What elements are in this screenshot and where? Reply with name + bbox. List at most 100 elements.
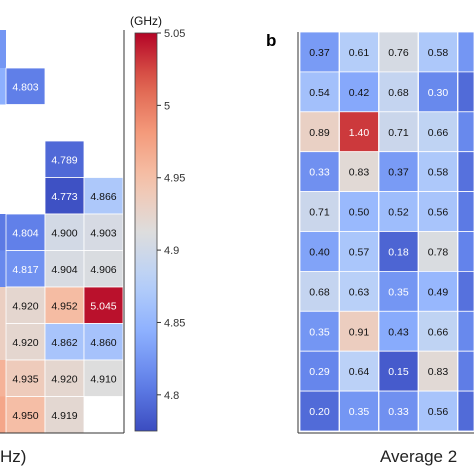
heatmap-a-cell-label: 4.920 [51,373,77,385]
heatmap-b-edge-cell [457,231,474,272]
heatmap-a-cell [5,396,46,434]
heatmap-b-cell [299,350,340,392]
heatmap-b-cell [378,111,419,153]
heatmap-a-sliver-cell [0,30,6,68]
heatmap-b-cell [339,71,379,113]
heatmap-a-cell-label: 4.803 [12,81,38,93]
heatmap-b-cell [418,270,458,312]
heatmap-b-cell [339,231,379,272]
heatmap-b-cell [418,390,458,432]
heatmap-b-edge-cell [457,71,474,113]
heatmap-b-cell-label: 0.57 [349,246,370,258]
heatmap-a-sliver-cell [0,287,6,324]
heatmap-a-sliver-cell [0,68,6,105]
colorbar-gradient [134,32,158,432]
heatmap-b-cell-label: 1.40 [349,127,370,139]
heatmap-b-edge-cell [457,390,474,432]
heatmap-b-cell-label: 0.66 [428,326,449,338]
heatmap-a-cell-label: 4.900 [51,227,77,239]
heatmap-b-cell-label: 0.78 [428,246,449,258]
heatmap-a-cell [44,140,85,178]
colorbar-tick-label: 4.85 [164,317,185,329]
panel-b-xlabel: Average 2 [380,447,457,466]
heatmap-a-cell-label: 4.817 [12,264,38,276]
heatmap-a-cell [83,323,124,361]
heatmap-a-cell-label: 4.919 [51,410,77,422]
heatmap-b-cell-label: 0.83 [428,366,449,378]
heatmap-b-cell [299,151,340,192]
heatmap-b-cell-label: 0.20 [309,406,330,418]
heatmap-b-cell-label: 0.58 [428,47,449,59]
heatmap-a-cell [44,213,85,251]
heatmap-a-cell [5,359,46,397]
heatmap-b-cell [339,151,379,192]
heatmap-a-cell-label: 4.773 [51,191,77,203]
heatmap-b-edge-cell [457,151,474,192]
heatmap-b-cell [418,71,458,113]
heatmap-a-cell [5,67,46,105]
heatmap-a-cell [44,359,85,397]
heatmap-a-cell-label: 4.920 [12,337,38,349]
heatmap-b-cell [378,310,419,352]
heatmap-b-cell-label: 0.35 [388,286,409,298]
heatmap-a-cell-label: 4.862 [51,337,77,349]
heatmap-b-cell [339,270,379,312]
heatmap-b-cell-label: 0.71 [388,127,409,139]
heatmap-b-cell-label: 0.30 [428,87,449,99]
heatmap-a-cell [5,250,46,288]
heatmap-b-cell-label: 0.91 [349,326,370,338]
heatmap-a-cell-label: 5.045 [90,300,116,312]
heatmap-b-cell-label: 0.66 [428,127,449,139]
heatmap-b-cell-label: 0.68 [309,286,330,298]
heatmap-panel-b: 0.37 0.61 0.76 0.58 0.54 0.42 0.68 0.30 0.89 1.40… [297,31,474,434]
heatmap-b-cell-label: 0.43 [388,326,409,338]
heatmap-a-cell [83,359,124,397]
heatmap-b-cell-label: 0.35 [309,326,330,338]
panel-b-label: b [266,31,276,50]
heatmap-b-cell [418,231,458,272]
colorbar-tick-label: 5 [164,100,170,112]
heatmap-b-cell-label: 0.40 [309,246,330,258]
heatmap-b-cell-label: 0.52 [388,207,409,219]
heatmap-a-cell-label: 4.804 [12,227,38,239]
heatmap-b-cell-label: 0.61 [349,47,370,59]
heatmap-b-edge-cell [457,310,474,352]
heatmap-b-cell-label: 0.15 [388,366,409,378]
heatmap-b-cell-label: 0.56 [428,207,449,219]
heatmap-b-cell [339,310,379,352]
heatmap-b-edge-cell [457,191,474,232]
heatmap-a-cell-label: 4.950 [12,410,38,422]
heatmap-a-cell-label: 4.952 [51,300,77,312]
heatmap-b-cell-label: 0.76 [388,47,409,59]
heatmap-b-cell-label: 0.89 [309,127,330,139]
heatmap-b-cell-label: 0.49 [428,286,449,298]
heatmap-b-cell [418,310,458,352]
heatmap-b-cell-label: 0.29 [309,366,330,378]
heatmap-a-cell-label: 4.910 [90,373,116,385]
colorbar-tick-label: 4.9 [164,245,179,257]
heatmap-b-cell-label: 0.18 [388,246,409,258]
heatmap-a-cell [83,250,124,288]
heatmap-b-cell-label: 0.37 [388,167,409,179]
heatmap-a-sliver-cell [0,396,6,433]
heatmap-b-cell [378,390,419,432]
heatmap-b-edge-cell [457,350,474,392]
heatmap-b-cell [378,191,419,232]
heatmap-b-cell [339,350,379,392]
heatmap-panel-a: 4.803 4.789 4.773 4.866 4.804 4.900 4.903 4.817… [0,30,125,434]
heatmap-b-cell-label: 0.33 [309,167,330,179]
heatmap-a-cell-label: 4.860 [90,337,116,349]
heatmap-a-cell [44,177,85,215]
heatmap-b-cell-label: 0.58 [428,167,449,179]
colorbar-tick-label: 4.95 [164,173,185,185]
heatmap-a-sliver-cell [0,250,6,287]
heatmap-b-cell [339,191,379,232]
heatmap-a-cell-label: 4.906 [90,264,116,276]
heatmap-a-cell-label: 4.903 [90,227,116,239]
heatmap-b-edge-cell [457,31,474,73]
heatmap-b-cell-label: 0.35 [349,406,370,418]
heatmap-b-cell [299,191,340,232]
heatmap-b-cell [299,270,340,312]
heatmap-a-cell-label: 4.789 [51,154,77,166]
